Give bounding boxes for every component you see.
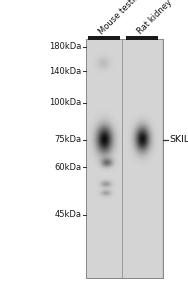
Text: 75kDa: 75kDa [55, 135, 82, 144]
Text: 45kDa: 45kDa [55, 210, 82, 219]
FancyBboxPatch shape [123, 39, 162, 278]
Text: SKIL: SKIL [169, 135, 188, 144]
Text: 180kDa: 180kDa [49, 42, 82, 51]
Text: Rat kidney: Rat kidney [136, 0, 174, 36]
Bar [88, 36, 120, 40]
Text: 60kDa: 60kDa [55, 163, 82, 172]
Text: 100kDa: 100kDa [49, 98, 82, 107]
FancyBboxPatch shape [86, 39, 122, 278]
Bar [126, 36, 158, 40]
Text: 140kDa: 140kDa [49, 67, 82, 76]
Text: Mouse testis: Mouse testis [97, 0, 141, 36]
FancyBboxPatch shape [86, 39, 163, 278]
